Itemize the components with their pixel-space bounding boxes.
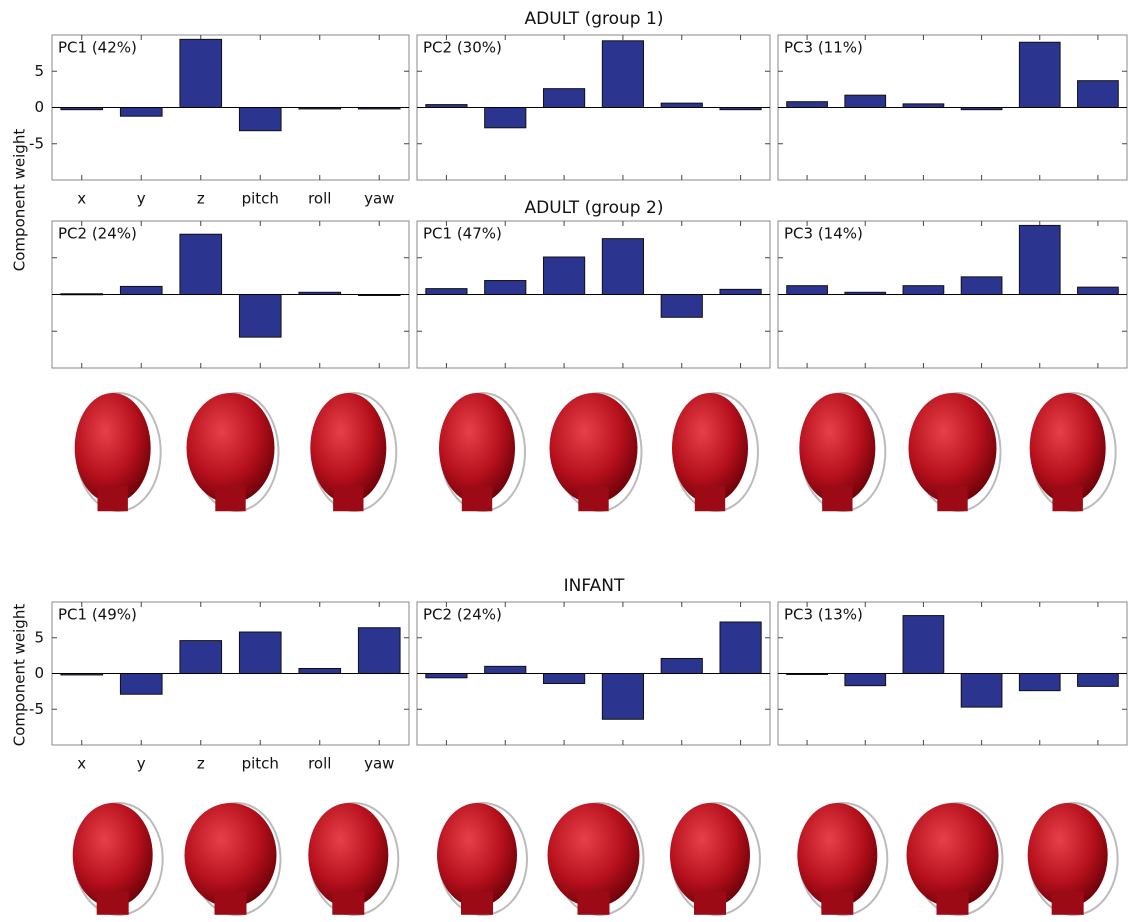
x-tick-label: roll	[308, 755, 331, 773]
y-tick-label: 0	[34, 664, 44, 682]
bar	[903, 104, 944, 108]
bar	[485, 666, 526, 673]
group-title: INFANT	[564, 576, 625, 596]
bar	[543, 674, 584, 684]
x-tick-label: z	[197, 755, 205, 773]
bar	[543, 89, 584, 108]
bar	[1019, 42, 1060, 107]
x-tick-label: pitch	[242, 190, 279, 208]
panel-title: PC1 (42%)	[58, 39, 137, 57]
neck	[937, 487, 967, 512]
neck	[694, 891, 726, 914]
y-tick-label: 5	[34, 62, 44, 80]
x-tick-label: z	[197, 190, 205, 208]
bar	[239, 632, 281, 673]
bar	[903, 286, 944, 295]
bar	[299, 668, 341, 673]
bar	[961, 674, 1002, 708]
panel-title: PC2 (24%)	[58, 225, 137, 243]
bar	[239, 108, 281, 131]
bar	[1078, 81, 1119, 108]
neck	[461, 891, 493, 914]
y-axis-label: Component weight	[11, 604, 29, 747]
bar	[661, 103, 702, 107]
bar	[720, 289, 761, 294]
group-title: ADULT (group 1)	[525, 9, 664, 29]
neck	[821, 891, 853, 914]
x-tick-label: roll	[308, 190, 331, 208]
bar	[120, 674, 162, 695]
panel-title: PC1 (49%)	[58, 606, 137, 624]
bar	[358, 628, 400, 674]
bar	[661, 658, 702, 673]
neck	[97, 487, 127, 512]
neck	[695, 487, 725, 512]
neck	[937, 891, 969, 914]
neck	[97, 891, 129, 914]
y-tick-label: 5	[34, 628, 44, 646]
bar	[180, 641, 222, 674]
bar	[1078, 287, 1119, 294]
bar	[180, 234, 222, 294]
panel-title: PC1 (47%)	[423, 225, 502, 243]
bar	[426, 289, 467, 295]
x-tick-label: x	[77, 190, 86, 208]
neck	[578, 891, 610, 914]
panel-title: PC3 (13%)	[784, 606, 863, 624]
bar	[602, 239, 643, 295]
x-tick-label: pitch	[242, 755, 279, 773]
neck	[822, 487, 852, 512]
bar	[120, 286, 162, 294]
bar	[602, 41, 643, 108]
bar	[661, 295, 702, 318]
bar	[720, 622, 761, 673]
bar	[903, 616, 944, 674]
bar	[602, 674, 643, 720]
panel-title: PC2 (30%)	[423, 39, 502, 57]
y-tick-label: -5	[29, 134, 44, 152]
x-tick-label: y	[137, 190, 146, 208]
neck	[1052, 487, 1082, 512]
panel-title: PC3 (11%)	[784, 39, 863, 57]
x-tick-label: y	[137, 755, 146, 773]
bar	[180, 39, 222, 107]
bar	[845, 674, 886, 686]
neck	[332, 891, 364, 914]
neck	[215, 487, 245, 512]
x-tick-label: yaw	[364, 190, 394, 208]
bar	[961, 277, 1002, 295]
x-tick-label: yaw	[364, 755, 394, 773]
bar	[426, 674, 467, 678]
figure: ADULT (group 1) ADULT (group 2) INFANT C…	[0, 0, 1129, 922]
bar	[485, 281, 526, 295]
y-tick-label: 0	[34, 98, 44, 116]
bar	[787, 102, 828, 108]
neck	[333, 487, 363, 512]
neck	[1052, 891, 1084, 914]
bar	[787, 286, 828, 295]
bar	[845, 95, 886, 107]
bar	[239, 295, 281, 338]
bar	[1019, 225, 1060, 294]
y-tick-label: -5	[29, 700, 44, 718]
group-title: ADULT (group 2)	[525, 198, 664, 218]
bar	[120, 108, 162, 117]
neck	[578, 487, 608, 512]
neck	[215, 891, 247, 914]
neck	[462, 487, 492, 512]
bar	[1078, 674, 1119, 687]
x-tick-label: x	[77, 755, 86, 773]
bar	[485, 108, 526, 128]
panel-title: PC2 (24%)	[423, 606, 502, 624]
bar	[543, 257, 584, 294]
panel-title: PC3 (14%)	[784, 225, 863, 243]
bar	[1019, 674, 1060, 691]
y-axis-label: Component weight	[11, 129, 29, 272]
